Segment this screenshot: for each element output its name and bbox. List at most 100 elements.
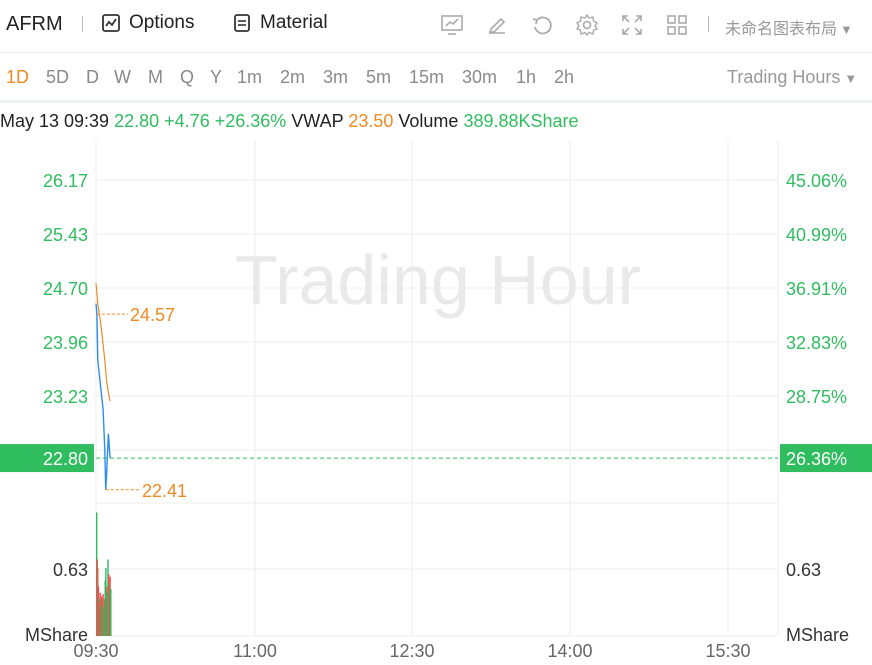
volume-bar: [98, 601, 101, 636]
volume-bar: [109, 576, 111, 636]
time-tick-label: 11:00: [233, 641, 277, 661]
high-price-label: 24.57: [130, 305, 175, 325]
period-selector: 1D 5D D W M Q Y 1m 2m 3m 5m 15m 30m 1h 2…: [0, 54, 872, 103]
time-tick-label: 14:00: [547, 641, 592, 661]
layout-name-label: 未命名图表布局: [725, 21, 838, 38]
material-document-icon: [234, 14, 250, 32]
time-tick-label: 09:30: [73, 641, 118, 661]
volume-bar: [100, 605, 102, 636]
price-tick-label: 25.43: [43, 225, 88, 245]
period-30m[interactable]: 30m: [462, 67, 498, 87]
period-d[interactable]: D: [86, 67, 99, 87]
chart-display-icon[interactable]: [440, 13, 464, 37]
current-pct-label: 26.36%: [786, 449, 847, 469]
options-button[interactable]: Options: [101, 12, 194, 34]
time-tick-label: 12:30: [389, 641, 434, 661]
time-axis: 09:30 11:00 12:30 14:00 15:30: [73, 641, 750, 661]
price-axis-left: 26.1725.4324.7023.9623.2322.490.630.63MS…: [25, 171, 821, 645]
toolbar-divider: [708, 16, 709, 32]
volume-bar: [103, 608, 105, 636]
period-w[interactable]: W: [114, 67, 131, 87]
undo-icon[interactable]: [530, 13, 554, 37]
pct-tick-label: 45.06%: [786, 171, 847, 191]
volume-bar: [106, 592, 108, 636]
caret-down-icon: ▼: [844, 71, 858, 86]
volume-unit-label: MShare: [25, 625, 88, 645]
volume-tick-label: 0.63: [53, 560, 88, 580]
period-y[interactable]: Y: [210, 67, 223, 87]
period-2h[interactable]: 2h: [554, 67, 575, 87]
period-1m[interactable]: 1m: [237, 67, 263, 87]
volume-bar: [110, 589, 112, 636]
toolbar-divider: [82, 16, 83, 32]
price-tick-label: 23.96: [43, 333, 88, 353]
volume-bar: [103, 598, 106, 636]
volume-bar: [99, 592, 101, 636]
low-price-label: 22.41: [142, 481, 187, 501]
current-price-label: 22.80: [43, 449, 88, 469]
period-1d[interactable]: 1D: [6, 67, 30, 87]
pct-tick-label: 40.99%: [786, 225, 847, 245]
period-2m[interactable]: 2m: [280, 67, 306, 87]
period-15m[interactable]: 15m: [409, 67, 445, 87]
volume-bar: [97, 568, 99, 636]
period-m[interactable]: M: [148, 67, 163, 87]
volume-bar: [104, 580, 106, 636]
vwap-line: [95, 283, 111, 402]
volume-value: 389.88KShare: [463, 111, 579, 131]
volume-bar: [101, 598, 104, 636]
options-chart-icon: [102, 14, 120, 32]
current-price-badge: [0, 444, 94, 473]
volume-bar: [107, 559, 109, 636]
vwap-value: 23.50: [348, 111, 394, 131]
draw-icon[interactable]: [485, 13, 509, 37]
trading-hours-dropdown[interactable]: Trading Hours ▼: [727, 67, 857, 88]
chart-labels: 22.80 26.36% 24.57 22.41: [0, 305, 872, 501]
time-tick-label: 15:30: [705, 641, 750, 661]
trading-hours-label: Trading Hours: [727, 67, 841, 87]
volume-tick-label: 0.63: [786, 560, 821, 580]
grid-layout-icon[interactable]: [665, 13, 689, 37]
settings-icon[interactable]: [575, 13, 599, 37]
volume-bar: [108, 574, 110, 636]
quote-change: +4.76: [164, 111, 210, 131]
ticker-symbol: AFRM: [6, 13, 63, 35]
volume-bar: [105, 586, 108, 636]
top-toolbar: AFRM Options Material: [0, 0, 872, 53]
quote-info-bar: May 13 09:39 22.80 +4.76 +26.36% VWAP 23…: [0, 111, 579, 132]
period-5d[interactable]: 5D: [46, 67, 70, 87]
intraday-chart[interactable]: Trading Hour 26.1725.4324.7023.9623.2322…: [0, 140, 872, 665]
quote-datetime: May 13 09:39: [0, 111, 110, 131]
layout-name-dropdown[interactable]: 未命名图表布局 ▼: [725, 15, 853, 39]
price-line: [95, 303, 111, 490]
price-tick-label: 26.17: [43, 171, 88, 191]
price-tick-label: 23.23: [43, 387, 88, 407]
options-label: Options: [129, 12, 195, 33]
volume-bar: [105, 568, 107, 636]
chart-series: [95, 283, 111, 490]
material-label: Material: [260, 12, 328, 33]
quote-price: 22.80: [114, 111, 160, 131]
material-button[interactable]: Material: [232, 12, 328, 34]
period-5m[interactable]: 5m: [366, 67, 392, 87]
volume-label: Volume: [398, 111, 459, 131]
current-pct-badge: [780, 444, 872, 473]
volume-bar: [100, 596, 103, 636]
pct-tick-label: 32.83%: [786, 333, 847, 353]
pct-tick-label: 36.91%: [786, 279, 847, 299]
volume-bar: [102, 594, 104, 636]
period-q[interactable]: Q: [180, 67, 195, 87]
volume-unit-label: MShare: [786, 625, 849, 645]
chart-watermark: Trading Hour: [235, 241, 641, 319]
chart-grid: [95, 140, 779, 637]
volume-bars: [96, 512, 112, 636]
volume-bar: [108, 584, 111, 636]
quote-change-pct: +26.36%: [214, 111, 287, 131]
period-3m[interactable]: 3m: [323, 67, 349, 87]
fullscreen-icon[interactable]: [620, 13, 644, 37]
price-tick-label: 24.70: [43, 279, 88, 299]
pct-tick-label: 28.75%: [786, 387, 847, 407]
vwap-label: VWAP: [291, 111, 344, 131]
caret-down-icon: ▼: [840, 22, 853, 37]
period-1h[interactable]: 1h: [516, 67, 537, 87]
